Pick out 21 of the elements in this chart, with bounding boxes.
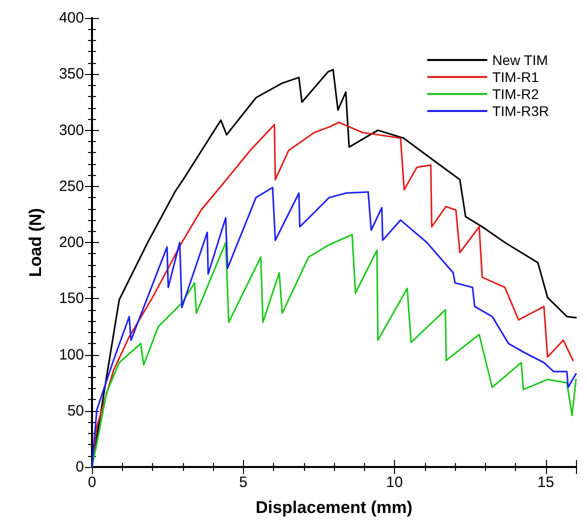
- y-tick-label: 50: [67, 402, 84, 420]
- y-tick-label: 300: [58, 122, 84, 139]
- y-tick-label: 200: [58, 234, 84, 251]
- x-axis-title: Displacement (mm): [256, 498, 412, 517]
- y-tick-label: 400: [58, 10, 84, 26]
- legend-label: TIM-R1: [492, 69, 540, 85]
- legend-label: TIM-R3R: [492, 103, 550, 119]
- y-tick-label: 150: [58, 290, 84, 308]
- x-tick-label: 15: [537, 474, 554, 491]
- y-tick-label: 0: [76, 458, 84, 476]
- line-series: [91, 234, 577, 468]
- legend-label: New TIM: [492, 52, 548, 68]
- y-axis-title: Load (N): [26, 208, 45, 277]
- x-tick-label: 0: [88, 474, 96, 491]
- y-tick-label: 100: [58, 346, 84, 364]
- line-series: [91, 186, 577, 468]
- legend-label: TIM-R2: [492, 86, 540, 102]
- y-tick-label: 250: [58, 178, 84, 195]
- x-tick-label: 10: [386, 474, 403, 491]
- x-tick-label: 5: [239, 474, 248, 491]
- y-tick-label: 350: [58, 66, 84, 83]
